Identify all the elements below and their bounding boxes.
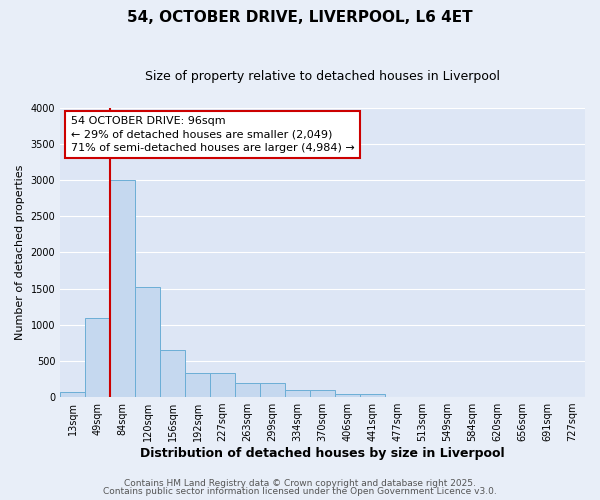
Bar [360, 394, 385, 397]
Bar [210, 373, 235, 397]
Bar [160, 350, 185, 397]
Bar [85, 318, 110, 397]
Bar [260, 382, 285, 397]
Bar [110, 180, 135, 397]
X-axis label: Distribution of detached houses by size in Liverpool: Distribution of detached houses by size … [140, 447, 505, 460]
Text: 54, OCTOBER DRIVE, LIVERPOOL, L6 4ET: 54, OCTOBER DRIVE, LIVERPOOL, L6 4ET [127, 10, 473, 25]
Y-axis label: Number of detached properties: Number of detached properties [15, 164, 25, 340]
Text: 54 OCTOBER DRIVE: 96sqm
← 29% of detached houses are smaller (2,049)
71% of semi: 54 OCTOBER DRIVE: 96sqm ← 29% of detache… [71, 116, 355, 153]
Text: Contains HM Land Registry data © Crown copyright and database right 2025.: Contains HM Land Registry data © Crown c… [124, 478, 476, 488]
Bar [235, 382, 260, 397]
Bar [310, 390, 335, 397]
Text: Contains public sector information licensed under the Open Government Licence v3: Contains public sector information licen… [103, 487, 497, 496]
Bar [285, 390, 310, 397]
Bar [185, 373, 210, 397]
Title: Size of property relative to detached houses in Liverpool: Size of property relative to detached ho… [145, 70, 500, 83]
Bar [335, 394, 360, 397]
Bar [60, 392, 85, 397]
Bar [135, 287, 160, 397]
